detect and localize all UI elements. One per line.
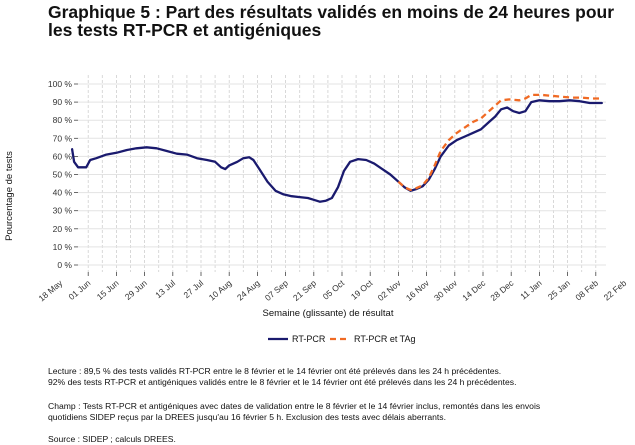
x-tick-label: 27 Jul xyxy=(181,278,205,300)
grid xyxy=(78,75,606,272)
x-tick-label: 11 Jan xyxy=(518,278,544,302)
x-tick-label: 21 Sep xyxy=(291,278,318,303)
y-tick-label: 60 % xyxy=(53,151,73,161)
x-tick-label: 30 Nov xyxy=(432,277,460,302)
champ-line-2: quotidiens SIDEP reçus par la DREES jusq… xyxy=(48,412,446,422)
x-tick-label: 13 Jul xyxy=(153,278,177,300)
series-line-0 xyxy=(70,99,603,203)
lecture-line-1: Lecture : 89,5 % des tests validés RT-PC… xyxy=(48,366,502,376)
x-tick-label: 28 Dec xyxy=(488,277,516,302)
x-tick-label: 10 Aug xyxy=(207,278,234,303)
x-tick-label: 24 Aug xyxy=(235,278,262,303)
y-tick-label: 40 % xyxy=(53,188,73,198)
x-tick-label: 14 Dec xyxy=(460,277,488,302)
y-tick-label: 90 % xyxy=(53,97,73,107)
x-axis-title: Semaine (glissante) de résultat xyxy=(263,308,394,319)
x-tick-label: 15 Jun xyxy=(95,278,121,302)
legend-label-0: RT-PCR xyxy=(292,334,326,344)
champ-note: Champ : Tests RT-PCR et antigéniques ave… xyxy=(48,401,540,423)
y-axis-title: Pourcentage de tests xyxy=(4,151,15,241)
x-tick-label: 07 Sep xyxy=(263,278,290,303)
y-tick-label: 30 % xyxy=(53,206,73,216)
legend-label-1: RT-PCR et TAg xyxy=(354,334,416,344)
y-tick-label: 80 % xyxy=(53,115,73,125)
lecture-line-2: 92% des tests RT-PCR et antigéniques val… xyxy=(48,377,517,387)
source-line: Source : SIDEP ; calculs DREES. xyxy=(48,434,176,444)
x-tick-label: 25 Jan xyxy=(546,278,572,302)
x-tick-label: 01 Jun xyxy=(66,278,92,302)
x-tick-label: 02 Nov xyxy=(376,277,404,302)
source-note: Source : SIDEP ; calculs DREES. xyxy=(48,434,176,445)
series-layer xyxy=(70,93,603,203)
legend: RT-PCR RT-PCR et TAg xyxy=(268,334,416,344)
chart-title-line-2: les tests RT-PCR et antigéniques xyxy=(48,20,322,40)
y-tick-label: 0 % xyxy=(57,260,72,270)
chart-title: Graphique 5 : Part des résultats validés… xyxy=(48,3,628,39)
x-tick-label: 22 Feb xyxy=(602,278,629,303)
series-line-1 xyxy=(397,93,602,192)
y-tick-label: 100 % xyxy=(48,79,73,89)
x-tick-label: 05 Oct xyxy=(321,277,347,301)
y-tick-label: 10 % xyxy=(53,242,73,252)
y-tick-label: 70 % xyxy=(53,133,73,143)
x-tick-label: 18 May xyxy=(37,277,65,303)
champ-line-1: Champ : Tests RT-PCR et antigéniques ave… xyxy=(48,401,541,411)
x-tick-label: 16 Nov xyxy=(404,277,432,302)
y-tick-label: 20 % xyxy=(53,224,73,234)
chart-title-line-1: Graphique 5 : Part des résultats validés… xyxy=(48,2,615,22)
y-tick-label: 50 % xyxy=(53,170,73,180)
x-tick-label: 29 Jun xyxy=(123,278,149,302)
x-tick-label: 19 Oct xyxy=(349,277,375,301)
lecture-note: Lecture : 89,5 % des tests validés RT-PC… xyxy=(48,366,516,388)
x-tick-label: 08 Feb xyxy=(573,278,600,303)
